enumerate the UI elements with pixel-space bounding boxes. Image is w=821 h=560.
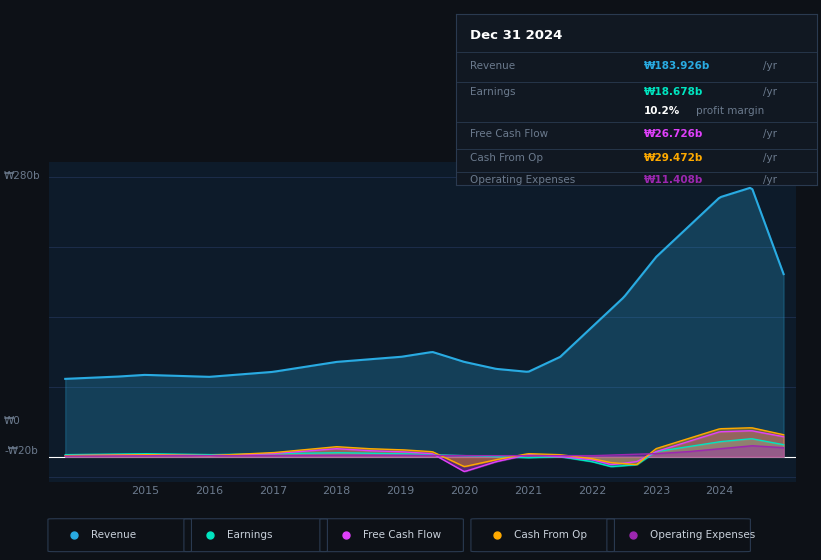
- Text: Revenue: Revenue: [470, 61, 516, 71]
- Text: -₩20b: -₩20b: [4, 446, 38, 456]
- Text: Free Cash Flow: Free Cash Flow: [470, 129, 548, 139]
- Text: Cash From Op: Cash From Op: [514, 530, 587, 540]
- Text: Operating Expenses: Operating Expenses: [650, 530, 755, 540]
- Text: Free Cash Flow: Free Cash Flow: [363, 530, 441, 540]
- Text: Earnings: Earnings: [470, 87, 516, 97]
- Text: ₩183.926b: ₩183.926b: [644, 61, 710, 71]
- Text: Earnings: Earnings: [227, 530, 273, 540]
- Text: ₩280b: ₩280b: [4, 171, 41, 181]
- Text: ₩26.726b: ₩26.726b: [644, 129, 703, 139]
- Text: /yr: /yr: [763, 87, 777, 97]
- Text: Dec 31 2024: Dec 31 2024: [470, 29, 562, 43]
- Text: Revenue: Revenue: [91, 530, 136, 540]
- Text: /yr: /yr: [763, 61, 777, 71]
- Text: ₩29.472b: ₩29.472b: [644, 153, 703, 164]
- Text: /yr: /yr: [763, 129, 777, 139]
- Text: Operating Expenses: Operating Expenses: [470, 175, 576, 185]
- Text: ₩18.678b: ₩18.678b: [644, 87, 703, 97]
- Text: /yr: /yr: [763, 175, 777, 185]
- Text: ₩0: ₩0: [4, 416, 21, 426]
- Text: profit margin: profit margin: [696, 105, 764, 115]
- Text: ₩11.408b: ₩11.408b: [644, 175, 703, 185]
- Text: Cash From Op: Cash From Op: [470, 153, 544, 164]
- Text: /yr: /yr: [763, 153, 777, 164]
- Text: 10.2%: 10.2%: [644, 105, 680, 115]
